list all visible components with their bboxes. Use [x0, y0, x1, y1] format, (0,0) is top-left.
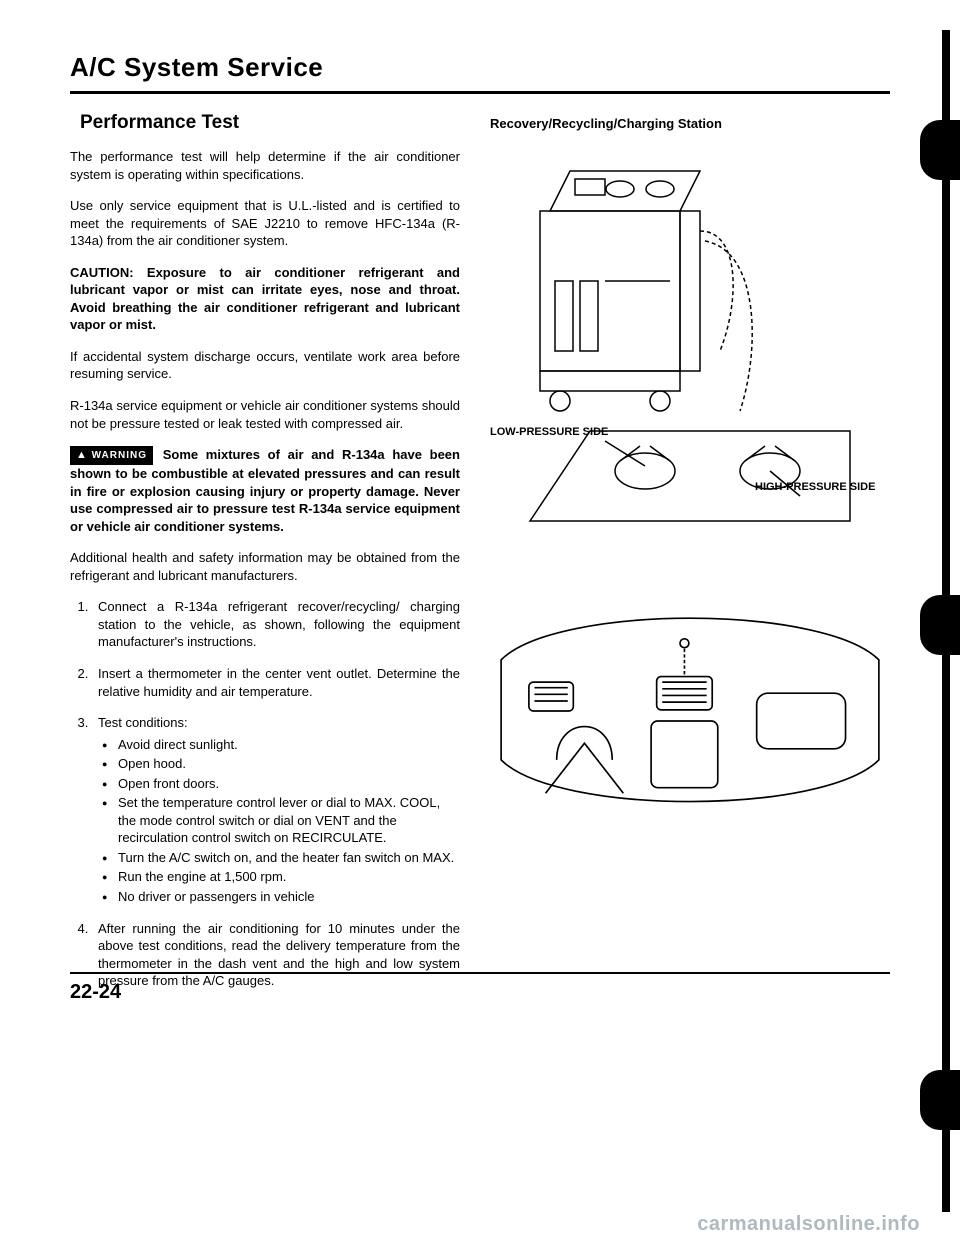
page-title: A/C System Service [70, 52, 890, 83]
watermark: carmanualsonline.info [697, 1213, 920, 1236]
warning-badge: ▲ WARNING [70, 446, 153, 465]
procedure-steps: Connect a R-134a refrigerant recover/rec… [70, 598, 460, 989]
bullet-hood: Open hood. [102, 755, 460, 773]
step-3: Test conditions: Avoid direct sunlight. … [92, 714, 460, 905]
section-title: Performance Test [70, 112, 460, 134]
warning-block: ▲ WARNING Some mixtures of air and R-134… [70, 446, 460, 535]
content-columns: Performance Test The performance test wi… [70, 112, 890, 1004]
dashboard-diagram [490, 571, 890, 811]
binder-knob-icon [920, 1070, 960, 1130]
left-column: Performance Test The performance test wi… [70, 112, 460, 1004]
step-4: After running the air conditioning for 1… [92, 920, 460, 990]
page-number: 22-24 [70, 981, 121, 1004]
para-discharge: If accidental system discharge occurs, v… [70, 348, 460, 383]
right-column: Recovery/Recycling/Charging Station [490, 112, 890, 1004]
diagram-title: Recovery/Recycling/Charging Station [490, 116, 890, 131]
warning-triangle-icon: ▲ [76, 448, 88, 463]
dash-svg [490, 571, 890, 838]
high-pressure-label: HIGH-PRESSURE SIDE [755, 481, 875, 493]
test-conditions-list: Avoid direct sunlight. Open hood. Open f… [98, 736, 460, 906]
para-additional-info: Additional health and safety information… [70, 549, 460, 584]
bullet-no-passengers: No driver or passengers in vehicle [102, 888, 460, 906]
recovery-station-diagram: LOW-PRESSURE SIDE HIGH-PRESSURE SIDE [490, 151, 890, 531]
low-pressure-label: LOW-PRESSURE SIDE [490, 426, 608, 438]
title-rule [70, 91, 890, 94]
warning-badge-text: WARNING [92, 450, 147, 461]
bullet-sunlight: Avoid direct sunlight. [102, 736, 460, 754]
bullet-engine-rpm: Run the engine at 1,500 rpm. [102, 868, 460, 886]
station-svg [490, 151, 890, 531]
bullet-ac-switch: Turn the A/C switch on, and the heater f… [102, 849, 460, 867]
bullet-doors: Open front doors. [102, 775, 460, 793]
binder-knob-icon [920, 595, 960, 655]
bullet-temp-control: Set the temperature control lever or dia… [102, 794, 460, 847]
step-1: Connect a R-134a refrigerant recover/rec… [92, 598, 460, 651]
para-caution: CAUTION: Exposure to air conditioner ref… [70, 264, 460, 334]
para-leak-test: R-134a service equipment or vehicle air … [70, 397, 460, 432]
para-equipment: Use only service equipment that is U.L.-… [70, 197, 460, 250]
binder-edge [932, 0, 960, 1242]
binder-knob-icon [920, 120, 960, 180]
step-2: Insert a thermometer in the center vent … [92, 665, 460, 700]
para-intro: The performance test will help determine… [70, 148, 460, 183]
step-3-text: Test conditions: [98, 715, 188, 730]
bottom-rule [70, 972, 890, 974]
